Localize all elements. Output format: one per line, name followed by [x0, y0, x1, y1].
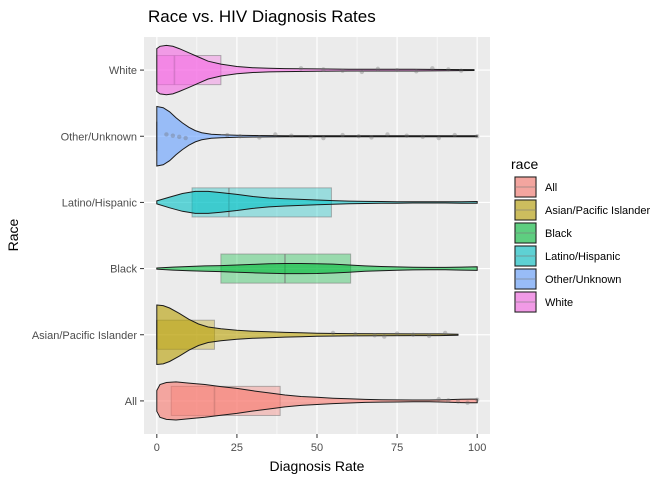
jitter-points [164, 66, 480, 405]
point-4-14 [385, 132, 390, 137]
point-4-17 [436, 135, 441, 141]
legend-item: White [514, 291, 573, 313]
legend-item: Latino/Hispanic [514, 245, 621, 267]
point-4-7 [273, 132, 278, 137]
point-5-1 [321, 67, 326, 72]
x-tick-label: 75 [391, 442, 403, 454]
chart-title: Race vs. HIV Diagnosis Rates [148, 7, 376, 26]
y-tick-label: Latino/Hispanic [62, 197, 138, 209]
violin-0 [156, 381, 478, 421]
point-1-6 [426, 333, 432, 339]
point-5-6 [414, 69, 419, 74]
x-tick-label: 0 [154, 442, 160, 454]
point-4-4 [225, 132, 230, 138]
x-axis-ticks: 0 25 50 75 100 [154, 434, 486, 454]
point-5-5 [394, 67, 400, 73]
point-4-2 [177, 134, 182, 140]
point-5-0 [298, 66, 304, 71]
legend-item: Other/Unknown [514, 268, 621, 290]
violin-4 [156, 105, 478, 167]
point-4-10 [321, 135, 326, 141]
point-0-0 [436, 396, 441, 402]
point-1-1 [353, 331, 358, 337]
y-tick-label: All [125, 396, 137, 408]
violin-3 [156, 190, 478, 214]
point-5-9 [458, 68, 464, 73]
violins [156, 44, 478, 421]
point-5-4 [375, 66, 381, 72]
legend-item: All [514, 176, 557, 198]
point-5-7 [430, 66, 435, 71]
point-4-11 [340, 132, 345, 138]
point-1-0 [330, 330, 336, 336]
violin-2 [156, 263, 478, 275]
y-tick-label: Other/Unknown [61, 131, 137, 143]
x-axis-label: Diagnosis Rate [270, 458, 365, 474]
point-4-0 [164, 132, 169, 137]
legend-items: All Asian/Pacific Islander Black Latino/His… [514, 176, 650, 313]
point-4-5 [237, 134, 243, 139]
legend-label: Other/Unknown [545, 274, 621, 286]
point-4-3 [183, 135, 188, 141]
point-5-8 [446, 67, 451, 72]
point-4-19 [474, 134, 480, 139]
legend-label: All [545, 182, 557, 194]
point-4-13 [369, 135, 374, 140]
point-0-2 [455, 399, 461, 404]
point-4-12 [356, 134, 361, 139]
point-4-1 [170, 133, 176, 138]
point-0-4 [474, 397, 480, 402]
x-tick-label: 100 [468, 442, 486, 454]
point-0-1 [446, 398, 451, 403]
legend-item: Asian/Pacific Islander [514, 199, 650, 221]
legend-item: Black [514, 222, 572, 244]
point-1-4 [394, 331, 400, 336]
y-axis-ticks: All Asian/Pacific Islander Black Latino/His… [32, 65, 144, 408]
y-tick-label: Asian/Pacific Islander [32, 330, 137, 342]
violin-5 [156, 44, 475, 96]
y-tick-label: White [109, 65, 137, 77]
point-0-3 [465, 400, 470, 405]
y-tick-label: Black [110, 264, 137, 276]
point-4-18 [452, 132, 457, 138]
point-4-15 [404, 133, 409, 138]
legend-label: Black [545, 228, 572, 240]
x-tick-label: 25 [231, 442, 243, 454]
point-4-9 [308, 134, 313, 140]
point-5-3 [359, 69, 365, 75]
point-5-2 [340, 68, 345, 73]
violin-1 [156, 304, 459, 366]
legend-label: Asian/Pacific Islander [545, 205, 650, 217]
point-1-3 [382, 334, 387, 339]
point-1-2 [372, 333, 377, 338]
y-axis-label: Race [5, 218, 21, 251]
point-4-6 [257, 135, 262, 140]
point-1-5 [410, 332, 416, 337]
point-4-8 [289, 133, 294, 138]
point-4-16 [420, 134, 425, 140]
legend-title: race [511, 156, 538, 172]
point-1-7 [442, 330, 448, 336]
legend-label: White [545, 297, 573, 309]
x-tick-label: 50 [311, 442, 323, 454]
legend-label: Latino/Hispanic [545, 251, 621, 263]
legend: race All Asian/Pacific Islander Black Latin… [511, 156, 650, 313]
